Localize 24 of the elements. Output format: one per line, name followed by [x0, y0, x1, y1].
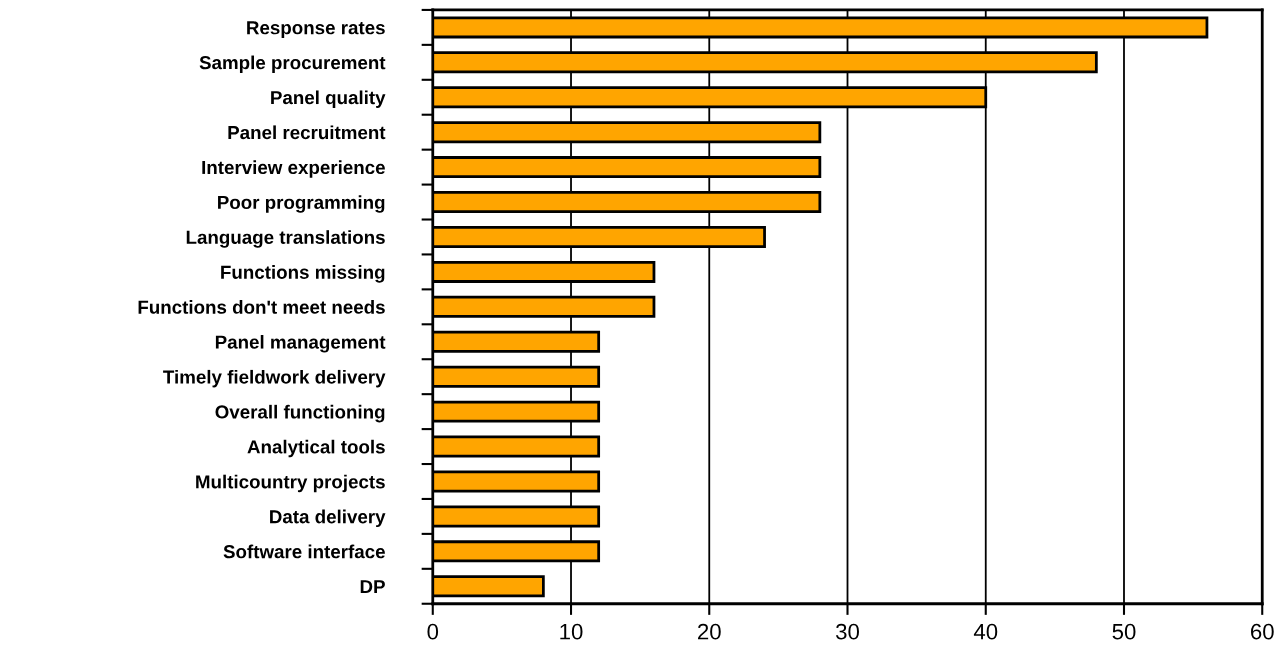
y-tick-label: Software interface — [223, 544, 385, 559]
y-tick-label: Sample procurement — [199, 55, 386, 74]
y-tick-label: Panel management — [215, 334, 386, 353]
y-tick-label: Functions missing — [221, 265, 385, 283]
x-tick-label: 50 — [1112, 623, 1136, 640]
y-tick-label: Language translations — [186, 230, 385, 248]
y-tick-label: Timely fieldwork delivery — [163, 369, 386, 388]
x-tick-label: 10 — [560, 623, 583, 640]
y-tick-label: DP — [360, 580, 385, 594]
x-tick-label: 60 — [1251, 623, 1274, 640]
y-tick-label: Interview experience — [202, 160, 385, 178]
x-tick-label: 20 — [698, 623, 721, 640]
y-tick-label: Response rates — [247, 21, 385, 39]
x-tick-label: 30 — [835, 623, 859, 640]
y-tick-label: Panel recruitment — [228, 125, 386, 140]
x-tick-label: 0 — [427, 623, 439, 640]
y-tick-label: Analytical tools — [247, 439, 385, 458]
y-tick-label: Overall functioning — [215, 404, 385, 423]
y-tick-label: Panel quality — [271, 90, 386, 108]
x-tick-label: 40 — [973, 623, 998, 640]
y-tick-label: Poor programming — [218, 195, 385, 213]
y-tick-label: Functions don't meet needs — [138, 300, 385, 314]
y-tick-label: Data delivery — [270, 509, 386, 528]
y-tick-label: Multicountry projects — [196, 474, 385, 493]
